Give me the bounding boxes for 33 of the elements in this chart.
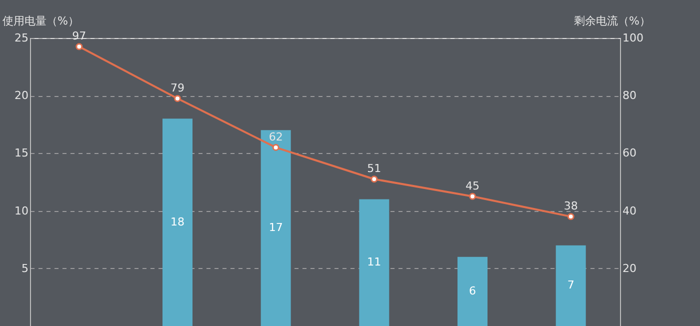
data-label: 51 <box>367 162 382 176</box>
data-label: 45 <box>466 179 480 192</box>
point <box>174 94 181 102</box>
y-tick-label: 25 <box>14 32 28 44</box>
y2-tick-label: 20 <box>622 262 636 275</box>
y-tick-label: 10 <box>14 204 28 218</box>
point <box>370 176 378 183</box>
data-label: 11 <box>367 256 382 269</box>
data-label: 79 <box>170 81 184 94</box>
point <box>567 213 574 220</box>
point <box>76 43 83 50</box>
bar <box>162 118 192 326</box>
y2-tick-label: 100 <box>622 32 644 44</box>
data-label: 17 <box>268 221 283 234</box>
y2-tick-label: 80 <box>622 89 636 102</box>
bar <box>260 130 291 326</box>
y-tick-label: 15 <box>14 146 28 160</box>
data-label: 62 <box>268 130 283 144</box>
bar <box>556 245 586 326</box>
y2-tick-label: 60 <box>622 146 636 160</box>
data-label: 38 <box>564 200 578 213</box>
y-tick-label: 20 <box>14 89 28 102</box>
y2-axis-title: 剩余电流（%） <box>574 14 650 28</box>
bar <box>458 256 488 326</box>
point <box>469 192 476 200</box>
y-tick-label: 5 <box>22 262 28 275</box>
data-label: 6 <box>469 284 476 298</box>
data-label: 7 <box>567 278 574 292</box>
y-axis-title: 使用电量（%） <box>2 14 79 28</box>
bar <box>359 199 390 326</box>
point <box>272 144 280 151</box>
data-label: 18 <box>170 215 184 228</box>
y2-tick-label: 40 <box>622 204 636 218</box>
